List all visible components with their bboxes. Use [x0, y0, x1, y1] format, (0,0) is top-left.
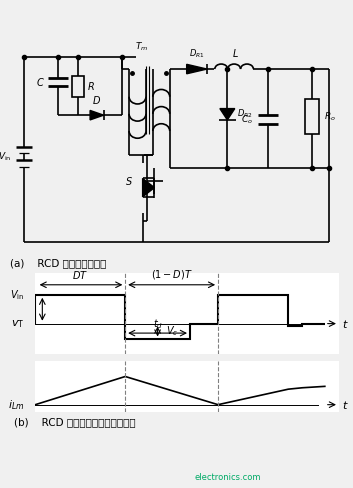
Text: $V_c$: $V_c$ — [166, 325, 178, 338]
Text: $(1-D)T$: $(1-D)T$ — [151, 268, 193, 281]
Polygon shape — [187, 64, 207, 74]
Text: $C_o$: $C_o$ — [241, 114, 253, 126]
Bar — [305, 100, 319, 134]
Text: $V_{\rm in}$: $V_{\rm in}$ — [10, 288, 24, 302]
Text: $V_{\rm in}$: $V_{\rm in}$ — [0, 151, 11, 163]
Polygon shape — [143, 179, 155, 197]
Text: (b)    RCD 复位正激变换器工作波形: (b) RCD 复位正激变换器工作波形 — [14, 417, 136, 427]
Text: $t_d$: $t_d$ — [152, 317, 163, 331]
Text: $i_{Lm}$: $i_{Lm}$ — [8, 398, 24, 411]
Polygon shape — [220, 109, 235, 120]
Text: $C$: $C$ — [36, 76, 44, 88]
Polygon shape — [90, 110, 104, 120]
Text: $t$: $t$ — [342, 399, 348, 411]
Bar — [72, 76, 84, 97]
Text: (a)    RCD 复位正激变换器: (a) RCD 复位正激变换器 — [11, 258, 107, 268]
Text: $DT$: $DT$ — [72, 269, 88, 281]
Text: $v_{\rm T}$: $v_{\rm T}$ — [11, 318, 24, 329]
Text: electronics.com: electronics.com — [194, 473, 261, 482]
Text: $R$: $R$ — [87, 80, 95, 92]
Text: $L$: $L$ — [232, 46, 239, 59]
Text: $T_m$: $T_m$ — [135, 41, 149, 53]
Text: $D$: $D$ — [92, 94, 101, 106]
Text: $t$: $t$ — [342, 318, 348, 329]
Text: $D_{R2}$: $D_{R2}$ — [238, 107, 253, 120]
Text: $D_{R1}$: $D_{R1}$ — [189, 47, 205, 60]
Text: $S$: $S$ — [125, 175, 132, 187]
Text: $R_o$: $R_o$ — [324, 110, 336, 123]
